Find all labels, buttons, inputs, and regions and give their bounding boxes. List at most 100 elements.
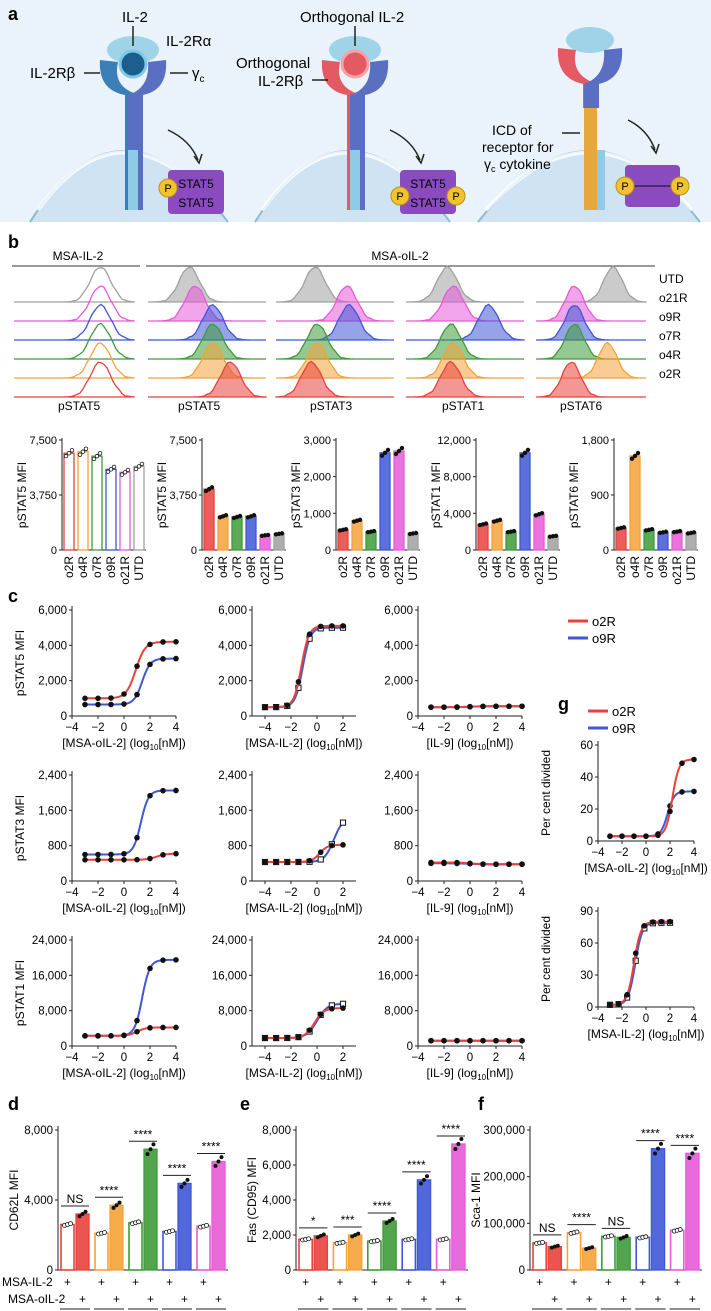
point-g2-o2R <box>624 991 630 998</box>
point-g2-o2R <box>632 950 639 957</box>
x-label-sub: 10 <box>326 1073 335 1082</box>
bar-point-b1-o7R <box>94 453 100 459</box>
point-oil2-e <box>456 1142 461 1146</box>
x-tick-label-b1: o9R <box>104 556 118 578</box>
point-oil2-e <box>321 1232 326 1237</box>
y-label-e: Fas (CD95) MFI <box>245 1157 259 1243</box>
point-il2-d <box>136 1219 141 1225</box>
point-g1-o2R <box>691 756 697 763</box>
histogram-3-UTD <box>406 265 524 303</box>
histogram-3-o2R <box>406 360 524 398</box>
histogram-2-o4R <box>276 343 394 379</box>
plus-il2: + <box>98 1275 105 1289</box>
x-tick-label-b3: o4R <box>350 556 364 578</box>
bar-point-b1-o7R <box>97 451 103 456</box>
bar-il2-e-o7R <box>366 1240 382 1271</box>
point-c32-o2R <box>329 1005 335 1012</box>
point-oil2-f <box>555 1243 560 1248</box>
bar-point-b1-o7R <box>91 456 97 462</box>
panel-d-label: d <box>8 1094 19 1114</box>
histogram-0-o21R <box>14 285 135 322</box>
plus-oil2: + <box>386 1292 393 1306</box>
plus-oil2: + <box>551 1292 558 1306</box>
histogram-0-o4R <box>14 342 135 379</box>
point-oil2-d <box>213 1163 218 1168</box>
y-tick-label-c21: 0 <box>61 876 67 888</box>
curve-c31-o9R <box>85 958 176 1037</box>
bar-point-b4-o2R <box>483 521 489 526</box>
panel-c-label: c <box>8 586 18 606</box>
legend-g-o2r: o2R <box>612 704 636 719</box>
y-label-b3: pSTAT3 MFI <box>289 462 303 528</box>
y-tick-label-b4: 4,000 <box>443 508 471 520</box>
icd-shape <box>584 108 597 210</box>
bar-point-b2-UTD <box>279 531 285 536</box>
point-oil2-e <box>422 1177 426 1182</box>
histogram-label-4: pSTAT6 <box>560 399 603 413</box>
histogram-0-o2R <box>14 361 135 398</box>
x-tick-label-c13: 0 <box>467 722 473 734</box>
point-oil2-d <box>182 1181 187 1186</box>
x-tick-label-b5: UTD <box>684 556 698 581</box>
point-c22-o2R <box>306 857 313 864</box>
bar-chart-b4: 0 4,000 8,000 12,000 pSTAT1 MFI o2R o4R o7R o9R o… <box>429 435 560 585</box>
y-label-b1: pSTAT5 MFI <box>15 462 29 528</box>
y-tick-label-c33: 24,000 <box>378 935 413 947</box>
x-tick-label-b2: o7R <box>230 556 244 578</box>
bar-b5-o2R <box>615 527 627 551</box>
bar-b1-o9R <box>105 468 117 551</box>
bar-oil2-d-o7R <box>143 1148 158 1271</box>
significance-e-o21R: **** <box>441 1122 460 1136</box>
x-tick-label-b3: o21R <box>392 556 406 585</box>
x-tick-label-b5: o4R <box>628 556 642 578</box>
bar-point-b1-UTD <box>133 466 139 472</box>
x-tick-label-c33: 4 <box>519 1052 526 1064</box>
x-label-part: [IL-9] (log <box>427 901 478 915</box>
point-c21-o9R <box>147 792 153 799</box>
x-tick-label-c23: 4 <box>519 887 526 899</box>
bar-b2-o9R <box>245 515 257 551</box>
plus-il2: + <box>64 1275 71 1289</box>
curve-c12-o2R <box>265 624 343 709</box>
point-il2-e <box>340 1239 346 1245</box>
x-label-c12: [MSA-IL-2] (log10[nM]) <box>246 736 363 752</box>
point-c23-o2R <box>467 860 473 867</box>
y-tick-label-e: 2,000 <box>262 1230 291 1242</box>
plus-il2: + <box>371 1275 378 1289</box>
y-label-c11: pSTAT5 MFI <box>13 630 27 696</box>
x-tick-label-c13: −4 <box>411 722 425 734</box>
svg-text:P: P <box>164 183 171 195</box>
bar-point-b1-o2R <box>69 448 75 453</box>
y-label-f: Sca-1 MFI <box>469 1172 483 1227</box>
bar-oil2-f-o4R <box>581 1247 597 1271</box>
y-tick-label-c22: 1,600 <box>218 805 247 817</box>
panel-b-header: b MSA-IL-2 MSA-oIL-2 <box>8 232 655 267</box>
x-tick-label-g2: 2 <box>667 1013 673 1025</box>
histogram-legend-o21R: o21R <box>659 291 688 305</box>
significance-d-o4R: **** <box>100 1183 119 1197</box>
histogram-label-1: pSTAT5 <box>178 399 221 413</box>
point-c21-o2R <box>95 857 101 863</box>
y-tick-label-b2: 3,750 <box>169 490 197 502</box>
point-oil2-f <box>690 1151 695 1156</box>
histogram-legend-o9R: o9R <box>659 310 681 324</box>
point-il2-d <box>102 1230 107 1235</box>
x-label-g2: [MSA-IL-2] (log10[nM]) <box>588 1027 705 1043</box>
y-tick-label-e: 0 <box>285 1265 291 1277</box>
panel-c-plots: 0 2,000 4,000 6,000 −4 −2 0 2 4 pSTAT5 MFI [MSA-oI… <box>13 605 708 1082</box>
plus-il2: + <box>674 1275 681 1289</box>
y-tick-label-c32: 24,000 <box>212 935 247 947</box>
plus-oil2: + <box>113 1292 120 1306</box>
histogram-0-o9R <box>14 303 135 341</box>
plus-il2: + <box>570 1275 577 1289</box>
curve-g1-o9R <box>610 790 694 838</box>
bar-point-b1-o4R <box>80 449 86 454</box>
y-tick-label-c21: 800 <box>48 841 67 853</box>
point-oil2-e <box>384 1220 389 1225</box>
bar-point-b3-o21R <box>393 451 399 457</box>
bar-point-b5-o7R <box>649 527 655 532</box>
x-tick-label-b1: o2R <box>62 556 76 578</box>
point-c22-o2R <box>273 859 279 865</box>
y-tick-label-c21: 2,400 <box>38 770 67 782</box>
